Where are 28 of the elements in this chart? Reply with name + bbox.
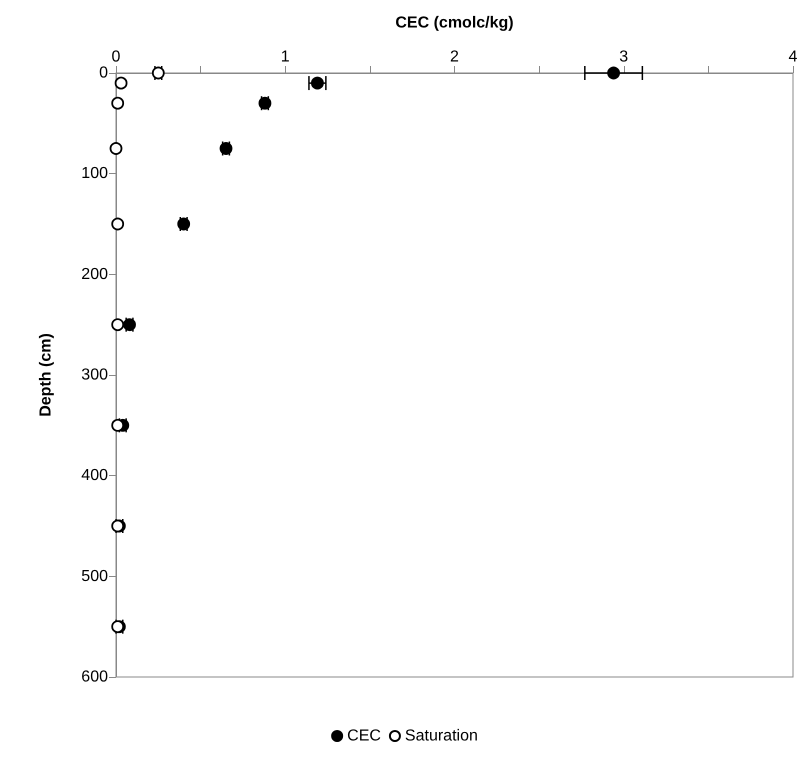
legend-label: CEC xyxy=(347,728,381,744)
y-tick-label: 600 xyxy=(81,668,108,686)
legend-label: Saturation xyxy=(404,728,478,744)
x-tick-label: 3 xyxy=(619,48,628,66)
y-tick-label: 200 xyxy=(81,266,108,283)
point xyxy=(111,418,124,432)
y-tick-label: 300 xyxy=(81,366,108,384)
y-tick-label: 400 xyxy=(81,467,108,484)
point xyxy=(114,76,128,90)
x-tick-label: 1 xyxy=(280,48,290,66)
x-axis-title: CEC (cmolc/kg) xyxy=(395,14,514,32)
point xyxy=(111,96,124,110)
point xyxy=(152,66,165,80)
point xyxy=(177,218,190,230)
y-tick-label: 500 xyxy=(81,568,108,585)
y-tick-label: 0 xyxy=(99,64,108,82)
point xyxy=(111,318,124,332)
point xyxy=(123,318,136,332)
point xyxy=(311,76,324,90)
point xyxy=(607,66,620,80)
point xyxy=(220,142,232,155)
y-tick-label: 100 xyxy=(81,165,108,182)
point xyxy=(111,218,124,230)
y-axis-title: Depth (cm) xyxy=(38,333,54,417)
point xyxy=(110,142,122,155)
x-tick-label: 2 xyxy=(450,48,460,66)
x-tick-label: 4 xyxy=(788,48,798,66)
x-tick-label: 0 xyxy=(112,48,121,66)
